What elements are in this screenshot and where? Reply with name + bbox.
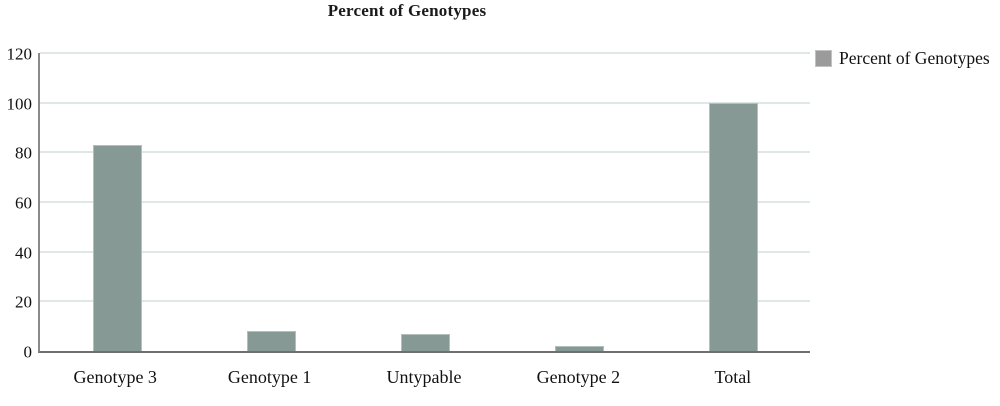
legend-swatch-icon bbox=[815, 50, 832, 67]
gridline-y-20 bbox=[40, 300, 810, 303]
y-axis-tick-labels: 0 20 40 60 80 100 120 bbox=[0, 46, 33, 361]
y-tick-label-100: 100 bbox=[6, 94, 33, 114]
gridline-y-60 bbox=[40, 201, 810, 203]
gridline-y-100 bbox=[40, 101, 810, 104]
y-tick-label-120: 120 bbox=[6, 44, 33, 64]
bar-genotype-1 bbox=[246, 331, 296, 351]
x-label-genotype-1: Genotype 1 bbox=[227, 367, 312, 387]
legend: Percent of Genotypes bbox=[815, 48, 990, 69]
gridline-y-120 bbox=[40, 52, 810, 54]
y-tick-label-80: 80 bbox=[15, 143, 32, 163]
x-label-genotype-2: Genotype 2 bbox=[536, 367, 621, 387]
x-label-genotype-3: Genotype 3 bbox=[73, 367, 157, 387]
chart-title: Percent of Genotypes bbox=[327, 1, 487, 20]
y-tick-label-60: 60 bbox=[15, 193, 32, 213]
y-tick-label-40: 40 bbox=[15, 243, 32, 263]
bar-untypable bbox=[400, 333, 450, 351]
x-label-untypable: Untypable bbox=[386, 367, 462, 387]
gridline-y-80 bbox=[40, 151, 810, 154]
y-tick-label-0: 0 bbox=[23, 342, 33, 362]
y-tick-label-20: 20 bbox=[15, 292, 32, 312]
x-label-total: Total bbox=[714, 367, 752, 387]
legend-label: Percent of Genotypes bbox=[839, 48, 990, 68]
gridline-y-40 bbox=[40, 250, 810, 253]
bar-genotype-3 bbox=[92, 144, 142, 351]
bar-genotype-2 bbox=[554, 346, 604, 351]
bar-total bbox=[708, 102, 758, 351]
plot-area bbox=[38, 52, 810, 353]
x-axis-category-labels: Genotype 3 Genotype 1 Untypable Genotype 2 T… bbox=[38, 367, 810, 388]
